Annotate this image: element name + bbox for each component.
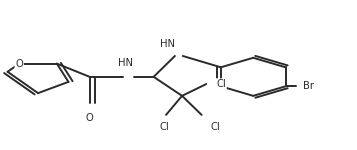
Text: O: O (86, 113, 94, 123)
Text: HN: HN (160, 39, 175, 49)
Text: Cl: Cl (216, 79, 226, 89)
Text: HN: HN (119, 58, 134, 68)
Text: Cl: Cl (211, 122, 220, 132)
Text: Br: Br (303, 81, 314, 91)
Text: O: O (15, 59, 23, 69)
Text: Cl: Cl (160, 122, 169, 132)
